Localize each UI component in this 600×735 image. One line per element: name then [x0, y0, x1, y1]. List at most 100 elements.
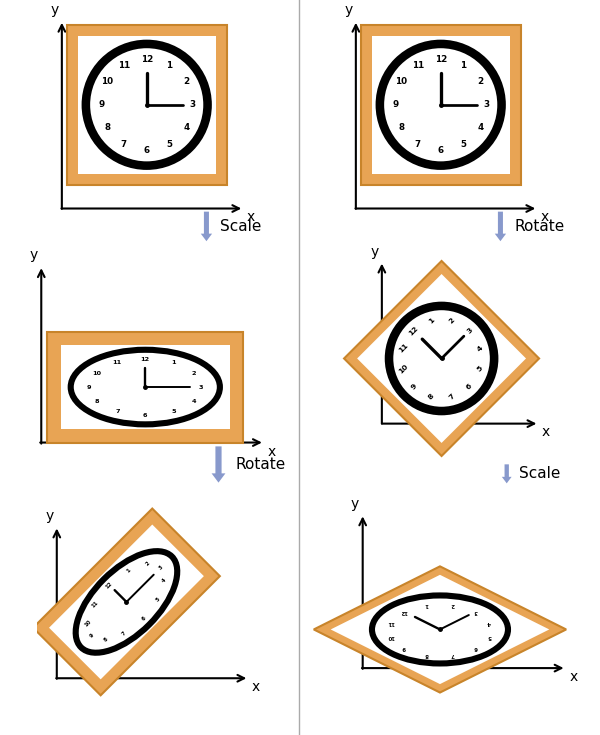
Text: Scale: Scale [220, 218, 262, 234]
Text: x: x [541, 210, 549, 224]
Polygon shape [201, 212, 212, 241]
Text: 6: 6 [140, 616, 146, 622]
Text: x: x [252, 680, 260, 695]
Text: y: y [50, 4, 59, 18]
Text: 9: 9 [87, 384, 92, 390]
Text: 9: 9 [89, 633, 95, 639]
Text: 8: 8 [398, 123, 404, 132]
Text: 1: 1 [427, 317, 436, 324]
Text: y: y [351, 497, 359, 511]
Text: 4: 4 [476, 344, 484, 352]
Text: x: x [569, 670, 577, 684]
Text: 3: 3 [157, 564, 164, 571]
Text: 5: 5 [167, 140, 173, 148]
Polygon shape [77, 35, 216, 174]
Polygon shape [331, 575, 549, 684]
Text: 12: 12 [400, 609, 407, 614]
Text: 5: 5 [155, 597, 161, 603]
Text: 4: 4 [477, 123, 483, 132]
Text: 9: 9 [402, 645, 406, 650]
Text: 7: 7 [415, 140, 421, 148]
Ellipse shape [86, 44, 208, 165]
Text: 2: 2 [477, 77, 483, 87]
Text: 2: 2 [191, 370, 196, 376]
Text: 12: 12 [434, 54, 447, 64]
Text: 7: 7 [451, 652, 455, 656]
Text: 8: 8 [104, 123, 110, 132]
Text: y: y [344, 4, 353, 18]
Text: 6: 6 [437, 146, 444, 155]
Text: 7: 7 [115, 409, 119, 414]
Ellipse shape [389, 306, 494, 411]
Text: 10: 10 [101, 77, 113, 87]
Text: 2: 2 [451, 602, 455, 607]
Ellipse shape [380, 44, 502, 165]
Polygon shape [502, 465, 512, 484]
Text: 9: 9 [392, 100, 398, 110]
Ellipse shape [71, 350, 220, 424]
Text: 3: 3 [466, 326, 473, 334]
Text: 12: 12 [408, 325, 419, 337]
Text: Scale: Scale [518, 466, 560, 481]
Text: 3: 3 [474, 609, 478, 614]
Text: y: y [371, 245, 379, 259]
Text: 2: 2 [183, 77, 189, 87]
Text: 4: 4 [191, 398, 196, 404]
Polygon shape [357, 274, 526, 443]
Text: 2: 2 [145, 561, 151, 567]
Text: 1: 1 [425, 602, 428, 607]
Text: 8: 8 [95, 398, 99, 404]
Text: 7: 7 [121, 631, 127, 637]
Text: 5: 5 [461, 140, 467, 148]
Polygon shape [361, 25, 521, 184]
Text: 9: 9 [410, 382, 418, 390]
Text: 10: 10 [395, 77, 407, 87]
Text: 3: 3 [199, 384, 203, 390]
Text: 12: 12 [105, 581, 114, 589]
Text: 11: 11 [90, 600, 99, 609]
Text: 1: 1 [171, 360, 176, 365]
Text: 8: 8 [425, 652, 428, 656]
Text: 5: 5 [487, 634, 491, 639]
Polygon shape [47, 331, 243, 442]
Text: 8: 8 [103, 637, 109, 643]
Text: 1: 1 [125, 567, 132, 573]
Text: 4: 4 [487, 620, 491, 625]
Text: 11: 11 [398, 343, 409, 354]
Text: Rotate: Rotate [514, 218, 565, 234]
Text: 6: 6 [143, 412, 148, 417]
Polygon shape [344, 261, 539, 456]
Text: 11: 11 [113, 360, 122, 365]
Text: 10: 10 [387, 634, 394, 639]
Ellipse shape [76, 551, 177, 653]
Text: 1: 1 [166, 61, 173, 70]
Text: x: x [541, 426, 550, 440]
Polygon shape [495, 212, 506, 241]
Text: 11: 11 [118, 61, 130, 70]
Text: 10: 10 [84, 618, 93, 628]
Text: 3: 3 [483, 100, 490, 110]
Polygon shape [49, 525, 204, 679]
Polygon shape [61, 345, 230, 429]
Text: 10: 10 [92, 370, 101, 376]
Text: 2: 2 [448, 317, 456, 324]
Text: 11: 11 [387, 620, 394, 625]
Text: 9: 9 [98, 100, 104, 110]
Text: 5: 5 [476, 365, 484, 373]
Text: y: y [29, 248, 37, 262]
Text: x: x [247, 210, 255, 224]
Text: 1: 1 [460, 61, 467, 70]
Text: 6: 6 [143, 146, 150, 155]
Text: Rotate: Rotate [235, 456, 286, 472]
Polygon shape [67, 25, 227, 184]
Text: y: y [45, 509, 53, 523]
Text: 11: 11 [412, 61, 424, 70]
Polygon shape [212, 446, 226, 483]
Polygon shape [371, 35, 510, 174]
Text: 3: 3 [189, 100, 196, 110]
Text: 6: 6 [474, 645, 478, 650]
Text: 4: 4 [161, 578, 167, 584]
Text: 12: 12 [140, 54, 153, 64]
Text: 4: 4 [183, 123, 189, 132]
Text: 12: 12 [141, 356, 150, 362]
